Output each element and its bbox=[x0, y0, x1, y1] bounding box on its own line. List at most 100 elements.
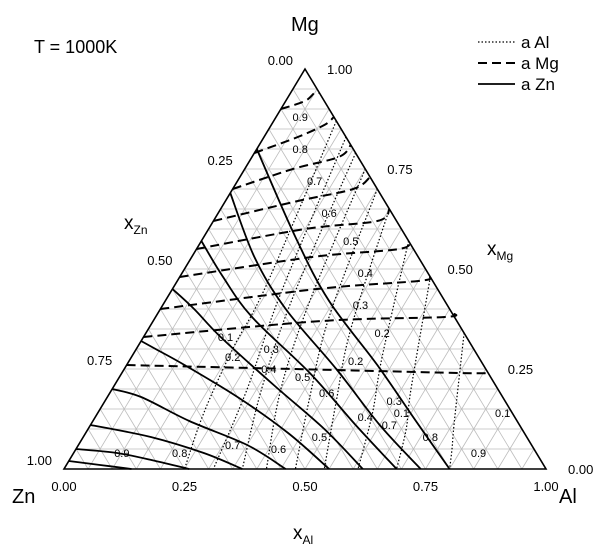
axis-label-x-al: xAl bbox=[293, 523, 313, 547]
isoline-a-zn-0-7 bbox=[90, 424, 243, 470]
isoline-label-a-al-0-2: 0.2 bbox=[348, 356, 363, 368]
isoline-a-mg-0-7 bbox=[232, 144, 352, 190]
grid-line bbox=[111, 388, 161, 470]
grid-line bbox=[244, 168, 426, 470]
isoline-a-mg-0-9 bbox=[280, 91, 320, 110]
isoline-label-a-mg-0-3: 0.3 bbox=[353, 300, 368, 312]
isoline-a-zn-0-9 bbox=[68, 460, 132, 470]
tick-x-zn-0-50: 0.50 bbox=[147, 253, 172, 268]
isoline-label-a-al-0-3: 0.3 bbox=[387, 396, 402, 408]
isoline-label-a-al-0-7: 0.7 bbox=[382, 420, 397, 432]
isoline-label-a-mg-0-5: 0.5 bbox=[343, 236, 358, 248]
isoline-a-zn-0-2 bbox=[229, 192, 422, 470]
axis-label-x-mg: xMg bbox=[487, 239, 513, 263]
isolines bbox=[68, 91, 489, 470]
isoline-label-a-zn-0-3: 0.3 bbox=[264, 344, 279, 356]
tick-x-zn-1-00: 1.00 bbox=[27, 453, 52, 468]
isoline-a-mg-0-6 bbox=[213, 176, 371, 222]
corner-label-zn: Zn bbox=[12, 486, 35, 508]
grid-line bbox=[87, 88, 318, 470]
isoline-label-a-zn-0-6: 0.6 bbox=[271, 444, 286, 456]
isoline-label-a-mg-0-1: 0.1 bbox=[218, 332, 233, 344]
grid-line bbox=[75, 448, 89, 470]
isoline-label-a-mg-0-9: 0.9 bbox=[293, 112, 308, 124]
grid-line bbox=[328, 288, 438, 470]
tick-labels: 0.00 0.25 0.50 0.75 1.00 0.00 0.25 0.50 0.75 1.00… bbox=[27, 53, 594, 494]
isoline-a-al-0-6 bbox=[323, 208, 390, 470]
grid-line bbox=[376, 328, 462, 470]
grid-line bbox=[352, 308, 450, 470]
grid-line bbox=[123, 368, 185, 470]
grid-line bbox=[220, 208, 378, 470]
isoline-a-zn-0-1 bbox=[255, 148, 451, 470]
tick-x-zn-0-00: 0.00 bbox=[268, 53, 293, 68]
grid-line bbox=[449, 388, 499, 470]
isoline-label-a-zn-0-7: 0.7 bbox=[225, 440, 240, 452]
isoline-a-mg-0-4 bbox=[179, 240, 411, 278]
isoline-a-zn-0-6 bbox=[111, 388, 287, 470]
isoline-a-al-0-9 bbox=[449, 332, 465, 470]
isoline-label-a-zn-0-4: 0.4 bbox=[261, 364, 276, 376]
grid-line bbox=[268, 128, 475, 470]
isoline-label-a-al-0-6: 0.6 bbox=[319, 388, 334, 400]
legend-label-a-al: a Al bbox=[521, 33, 549, 52]
isoline-label-a-mg-0-2: 0.2 bbox=[374, 328, 389, 340]
grid-line bbox=[473, 408, 511, 470]
grid-line bbox=[304, 268, 426, 470]
tick-x-mg-0-50: 0.50 bbox=[448, 262, 473, 277]
grid-line bbox=[172, 288, 282, 470]
grid-line bbox=[497, 428, 523, 470]
legend-label-a-mg: a Mg bbox=[521, 54, 559, 73]
isoline-label-a-al-0-1: 0.1 bbox=[394, 408, 409, 420]
isoline-label-a-zn-0-2: 0.2 bbox=[225, 352, 240, 364]
grid-line bbox=[292, 88, 523, 470]
tick-x-al-1-00: 1.00 bbox=[533, 479, 558, 494]
grid-line bbox=[135, 348, 209, 470]
isoline-a-zn-0-8 bbox=[75, 448, 190, 470]
isoline-label-a-zn-0-5: 0.5 bbox=[312, 432, 327, 444]
isoline-label-a-al-0-8: 0.8 bbox=[423, 432, 438, 444]
chart-title: T = 1000K bbox=[34, 37, 117, 57]
isoline-a-al-0-2 bbox=[212, 136, 347, 470]
isoline-label-a-zn-0-9: 0.9 bbox=[114, 448, 129, 460]
isoline-labels: 0.1 0.2 0.3 0.4 0.5 0.6 0.7 0.8 0.9 0.1 0.2 0.3 0.4 0… bbox=[114, 112, 510, 460]
grid-line bbox=[521, 448, 535, 470]
chart-legend: a Al a Mg a Zn bbox=[478, 33, 559, 94]
isoline-a-zn-0-5 bbox=[140, 340, 330, 470]
grid-line bbox=[184, 168, 366, 470]
tick-x-zn-0-75: 0.75 bbox=[87, 353, 112, 368]
isoline-label-a-al-0-9: 0.9 bbox=[471, 448, 486, 460]
grid-line bbox=[99, 408, 137, 470]
isoline-label-a-zn-0-8: 0.8 bbox=[172, 448, 187, 460]
axis-label-x-zn: xZn bbox=[124, 213, 148, 237]
tick-x-mg-0-00: 0.00 bbox=[568, 462, 593, 477]
isoline-label-a-zn-0-1: 0.1 bbox=[495, 408, 510, 420]
isoline-label-a-mg-0-7: 0.7 bbox=[307, 176, 322, 188]
isoline-a-mg-0-3 bbox=[160, 276, 432, 310]
legend-label-a-zn: a Zn bbox=[521, 75, 555, 94]
isoline-a-zn-0-4 bbox=[171, 288, 364, 470]
grid-line bbox=[87, 428, 113, 470]
tick-x-zn-0-25: 0.25 bbox=[207, 153, 232, 168]
tick-x-mg-0-75: 0.75 bbox=[387, 162, 412, 177]
tick-x-mg-0-25: 0.25 bbox=[508, 362, 533, 377]
isoline-a-mg-0-8 bbox=[254, 116, 335, 154]
isoline-label-a-mg-0-4: 0.4 bbox=[358, 268, 373, 280]
isoline-a-zn-0-3 bbox=[200, 240, 398, 470]
isoline-label-a-mg-0-6: 0.6 bbox=[321, 208, 336, 220]
grid-line bbox=[196, 248, 330, 470]
grid-line bbox=[401, 348, 475, 470]
isoline-label-a-mg-0-8: 0.8 bbox=[293, 144, 308, 156]
isoline-a-mg-0-2 bbox=[143, 312, 458, 338]
tick-x-al-0-50: 0.50 bbox=[292, 479, 317, 494]
tick-x-al-0-00: 0.00 bbox=[51, 479, 76, 494]
corner-label-mg: Mg bbox=[291, 14, 319, 36]
isoline-a-al-0-4 bbox=[265, 168, 366, 470]
isoline-label-a-al-0-5: 0.5 bbox=[295, 372, 310, 384]
corner-label-al: Al bbox=[559, 486, 577, 508]
tick-x-al-0-25: 0.25 bbox=[172, 479, 197, 494]
tick-x-al-0-75: 0.75 bbox=[413, 479, 438, 494]
isoline-label-a-al-0-4: 0.4 bbox=[358, 412, 373, 424]
triangle-frame bbox=[62, 67, 548, 470]
